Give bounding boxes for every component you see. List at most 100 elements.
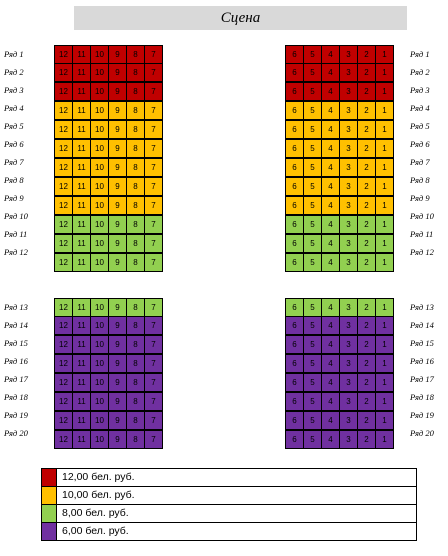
- seat[interactable]: 2: [357, 354, 376, 373]
- seat[interactable]: 1: [375, 430, 394, 449]
- seat[interactable]: 8: [126, 411, 145, 430]
- seat[interactable]: 4: [321, 158, 340, 177]
- seat[interactable]: 4: [321, 82, 340, 101]
- seat[interactable]: 1: [375, 234, 394, 253]
- seat[interactable]: 12: [54, 430, 73, 449]
- seat[interactable]: 7: [144, 177, 163, 196]
- seat[interactable]: 5: [303, 253, 322, 272]
- seat[interactable]: 5: [303, 45, 322, 64]
- seat[interactable]: 6: [285, 101, 304, 120]
- seat[interactable]: 6: [285, 253, 304, 272]
- seat[interactable]: 11: [72, 63, 91, 82]
- seat[interactable]: 7: [144, 101, 163, 120]
- seat[interactable]: 7: [144, 316, 163, 335]
- seat[interactable]: 2: [357, 101, 376, 120]
- seat[interactable]: 1: [375, 411, 394, 430]
- seat[interactable]: 8: [126, 234, 145, 253]
- seat[interactable]: 4: [321, 373, 340, 392]
- seat[interactable]: 9: [108, 196, 127, 215]
- seat[interactable]: 11: [72, 234, 91, 253]
- seat[interactable]: 3: [339, 335, 358, 354]
- seat[interactable]: 10: [90, 430, 109, 449]
- seat[interactable]: 9: [108, 158, 127, 177]
- seat[interactable]: 11: [72, 354, 91, 373]
- seat[interactable]: 4: [321, 430, 340, 449]
- seat[interactable]: 4: [321, 177, 340, 196]
- seat[interactable]: 6: [285, 335, 304, 354]
- seat[interactable]: 1: [375, 354, 394, 373]
- seat[interactable]: 11: [72, 430, 91, 449]
- seat[interactable]: 8: [126, 298, 145, 317]
- seat[interactable]: 5: [303, 392, 322, 411]
- seat[interactable]: 6: [285, 158, 304, 177]
- seat[interactable]: 9: [108, 392, 127, 411]
- seat[interactable]: 7: [144, 215, 163, 234]
- seat[interactable]: 7: [144, 63, 163, 82]
- seat[interactable]: 8: [126, 373, 145, 392]
- seat[interactable]: 2: [357, 63, 376, 82]
- seat[interactable]: 8: [126, 196, 145, 215]
- seat[interactable]: 3: [339, 101, 358, 120]
- seat[interactable]: 4: [321, 411, 340, 430]
- seat[interactable]: 12: [54, 335, 73, 354]
- seat[interactable]: 2: [357, 298, 376, 317]
- seat[interactable]: 12: [54, 139, 73, 158]
- seat[interactable]: 10: [90, 298, 109, 317]
- seat[interactable]: 9: [108, 411, 127, 430]
- seat[interactable]: 10: [90, 158, 109, 177]
- seat[interactable]: 2: [357, 430, 376, 449]
- seat[interactable]: 6: [285, 373, 304, 392]
- seat[interactable]: 8: [126, 354, 145, 373]
- seat[interactable]: 8: [126, 215, 145, 234]
- seat[interactable]: 2: [357, 316, 376, 335]
- seat[interactable]: 4: [321, 392, 340, 411]
- seat[interactable]: 9: [108, 430, 127, 449]
- seat[interactable]: 3: [339, 82, 358, 101]
- seat[interactable]: 11: [72, 82, 91, 101]
- seat[interactable]: 8: [126, 335, 145, 354]
- seat[interactable]: 3: [339, 316, 358, 335]
- seat[interactable]: 10: [90, 234, 109, 253]
- seat[interactable]: 9: [108, 298, 127, 317]
- seat[interactable]: 5: [303, 158, 322, 177]
- seat[interactable]: 9: [108, 139, 127, 158]
- seat[interactable]: 12: [54, 392, 73, 411]
- seat[interactable]: 7: [144, 139, 163, 158]
- seat[interactable]: 12: [54, 373, 73, 392]
- seat[interactable]: 7: [144, 298, 163, 317]
- seat[interactable]: 5: [303, 335, 322, 354]
- seat[interactable]: 7: [144, 45, 163, 64]
- seat[interactable]: 1: [375, 196, 394, 215]
- seat[interactable]: 2: [357, 45, 376, 64]
- seat[interactable]: 6: [285, 63, 304, 82]
- seat[interactable]: 9: [108, 177, 127, 196]
- seat[interactable]: 4: [321, 335, 340, 354]
- seat[interactable]: 1: [375, 335, 394, 354]
- seat[interactable]: 4: [321, 298, 340, 317]
- seat[interactable]: 1: [375, 120, 394, 139]
- seat[interactable]: 7: [144, 196, 163, 215]
- seat[interactable]: 1: [375, 82, 394, 101]
- seat[interactable]: 11: [72, 215, 91, 234]
- seat[interactable]: 12: [54, 298, 73, 317]
- seat[interactable]: 3: [339, 373, 358, 392]
- seat[interactable]: 7: [144, 120, 163, 139]
- seat[interactable]: 4: [321, 354, 340, 373]
- seat[interactable]: 6: [285, 196, 304, 215]
- seat[interactable]: 2: [357, 215, 376, 234]
- seat[interactable]: 8: [126, 253, 145, 272]
- seat[interactable]: 3: [339, 45, 358, 64]
- seat[interactable]: 8: [126, 120, 145, 139]
- seat[interactable]: 12: [54, 316, 73, 335]
- seat[interactable]: 8: [126, 139, 145, 158]
- seat[interactable]: 11: [72, 298, 91, 317]
- seat[interactable]: 11: [72, 335, 91, 354]
- seat[interactable]: 1: [375, 298, 394, 317]
- seat[interactable]: 5: [303, 101, 322, 120]
- seat[interactable]: 10: [90, 101, 109, 120]
- seat[interactable]: 3: [339, 158, 358, 177]
- seat[interactable]: 12: [54, 253, 73, 272]
- seat[interactable]: 7: [144, 411, 163, 430]
- seat[interactable]: 3: [339, 139, 358, 158]
- seat[interactable]: 4: [321, 253, 340, 272]
